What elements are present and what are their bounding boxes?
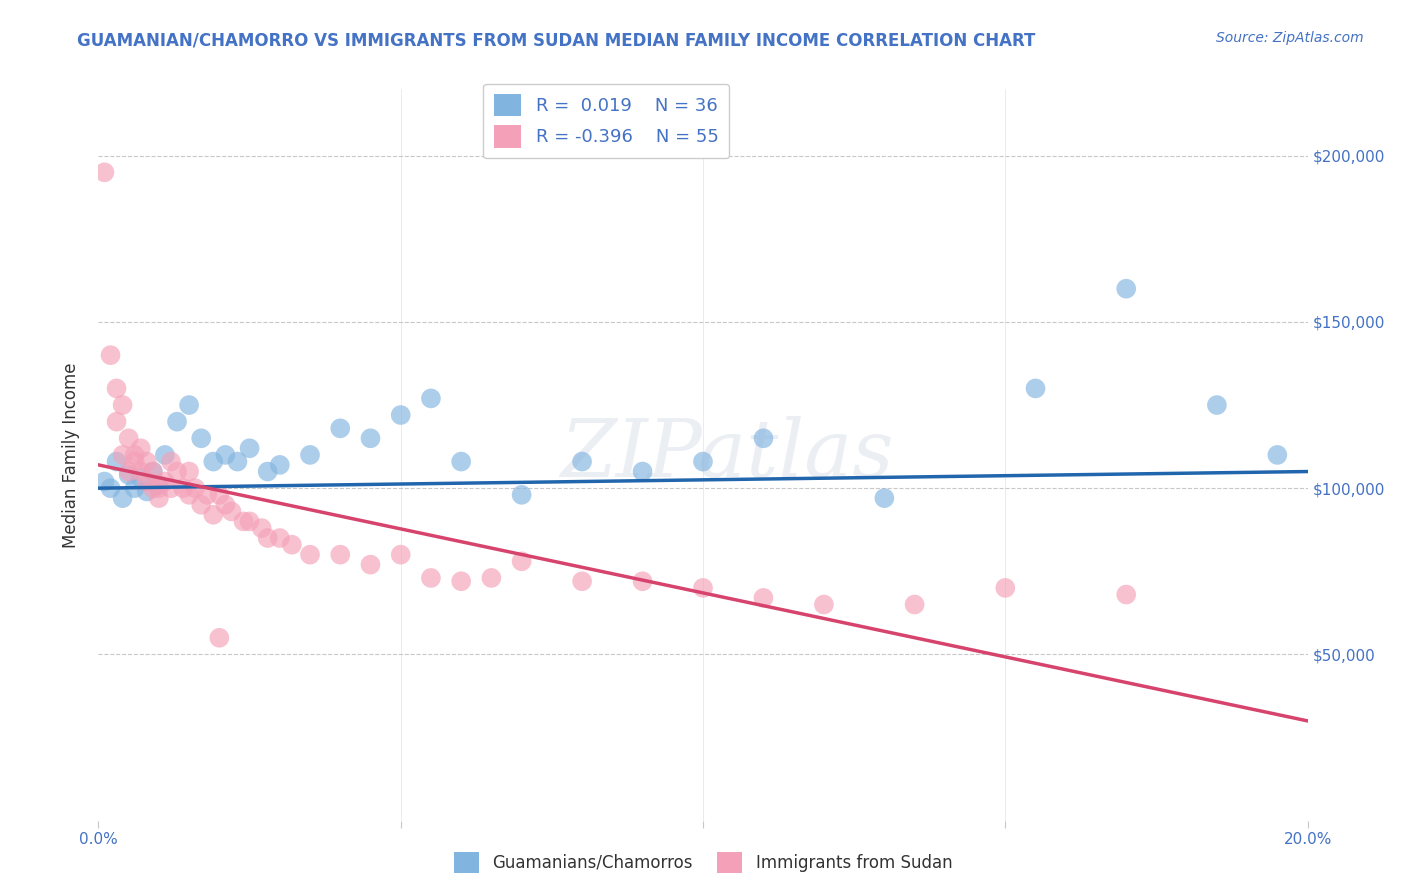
Point xyxy=(226,454,249,468)
Text: GUAMANIAN/CHAMORRO VS IMMIGRANTS FROM SUDAN MEDIAN FAMILY INCOME CORRELATION CHA: GUAMANIAN/CHAMORRO VS IMMIGRANTS FROM SU… xyxy=(77,31,1036,49)
Point xyxy=(111,398,134,412)
Point xyxy=(1024,381,1046,395)
Point xyxy=(1115,282,1137,296)
Point xyxy=(153,475,176,489)
Point xyxy=(631,465,654,479)
Point xyxy=(692,581,714,595)
Point xyxy=(190,431,212,445)
Point xyxy=(214,498,236,512)
Point xyxy=(166,465,188,479)
Point xyxy=(250,521,273,535)
Point xyxy=(571,454,593,468)
Point xyxy=(129,442,152,456)
Point xyxy=(202,508,225,522)
Point xyxy=(239,515,262,529)
Point xyxy=(142,465,165,479)
Point xyxy=(190,498,212,512)
Point xyxy=(208,488,231,502)
Point xyxy=(299,548,322,562)
Point xyxy=(256,465,278,479)
Point xyxy=(904,598,927,612)
Point xyxy=(129,471,152,485)
Point xyxy=(510,488,533,502)
Text: ZIPatlas: ZIPatlas xyxy=(561,417,894,493)
Point xyxy=(994,581,1017,595)
Point xyxy=(111,448,134,462)
Point xyxy=(135,454,157,468)
Point xyxy=(142,465,165,479)
Point xyxy=(135,475,157,489)
Point xyxy=(184,481,207,495)
Point xyxy=(1115,588,1137,602)
Point xyxy=(208,631,231,645)
Point xyxy=(631,574,654,589)
Point xyxy=(153,448,176,462)
Point xyxy=(129,465,152,479)
Point xyxy=(1267,448,1289,462)
Point xyxy=(873,491,896,505)
Legend: Guamanians/Chamorros, Immigrants from Sudan: Guamanians/Chamorros, Immigrants from Su… xyxy=(447,846,959,880)
Point xyxy=(100,348,122,362)
Point xyxy=(450,574,472,589)
Point xyxy=(166,415,188,429)
Point xyxy=(179,465,201,479)
Point xyxy=(118,431,141,445)
Point xyxy=(510,554,533,568)
Point xyxy=(752,591,775,605)
Point xyxy=(813,598,835,612)
Point xyxy=(360,558,382,572)
Point xyxy=(105,415,128,429)
Point xyxy=(329,421,352,435)
Point xyxy=(124,448,146,462)
Point xyxy=(105,454,128,468)
Point xyxy=(100,481,122,495)
Point xyxy=(111,491,134,505)
Point xyxy=(221,504,243,518)
Point xyxy=(281,538,304,552)
Point xyxy=(420,571,443,585)
Point xyxy=(148,491,170,505)
Point xyxy=(299,448,322,462)
Point xyxy=(160,481,183,495)
Point xyxy=(239,442,262,456)
Text: Source: ZipAtlas.com: Source: ZipAtlas.com xyxy=(1216,31,1364,45)
Point xyxy=(124,454,146,468)
Point xyxy=(360,431,382,445)
Point xyxy=(179,398,201,412)
Point xyxy=(142,481,165,495)
Point xyxy=(93,165,115,179)
Point xyxy=(752,431,775,445)
Point xyxy=(389,548,412,562)
Point xyxy=(160,454,183,468)
Point xyxy=(195,488,218,502)
Point xyxy=(124,481,146,495)
Point xyxy=(179,488,201,502)
Point xyxy=(172,481,194,495)
Legend: R =  0.019    N = 36, R = -0.396    N = 55: R = 0.019 N = 36, R = -0.396 N = 55 xyxy=(484,84,730,159)
Point xyxy=(105,381,128,395)
Point xyxy=(420,392,443,406)
Point xyxy=(1206,398,1229,412)
Point xyxy=(571,574,593,589)
Point xyxy=(269,531,291,545)
Y-axis label: Median Family Income: Median Family Income xyxy=(62,362,80,548)
Point xyxy=(135,484,157,499)
Point xyxy=(118,467,141,482)
Point xyxy=(269,458,291,472)
Point xyxy=(692,454,714,468)
Point xyxy=(450,454,472,468)
Point xyxy=(256,531,278,545)
Point xyxy=(232,515,254,529)
Point xyxy=(202,454,225,468)
Point xyxy=(93,475,115,489)
Point xyxy=(481,571,503,585)
Point xyxy=(214,448,236,462)
Point xyxy=(148,481,170,495)
Point xyxy=(118,465,141,479)
Point xyxy=(329,548,352,562)
Point xyxy=(389,408,412,422)
Point xyxy=(148,478,170,492)
